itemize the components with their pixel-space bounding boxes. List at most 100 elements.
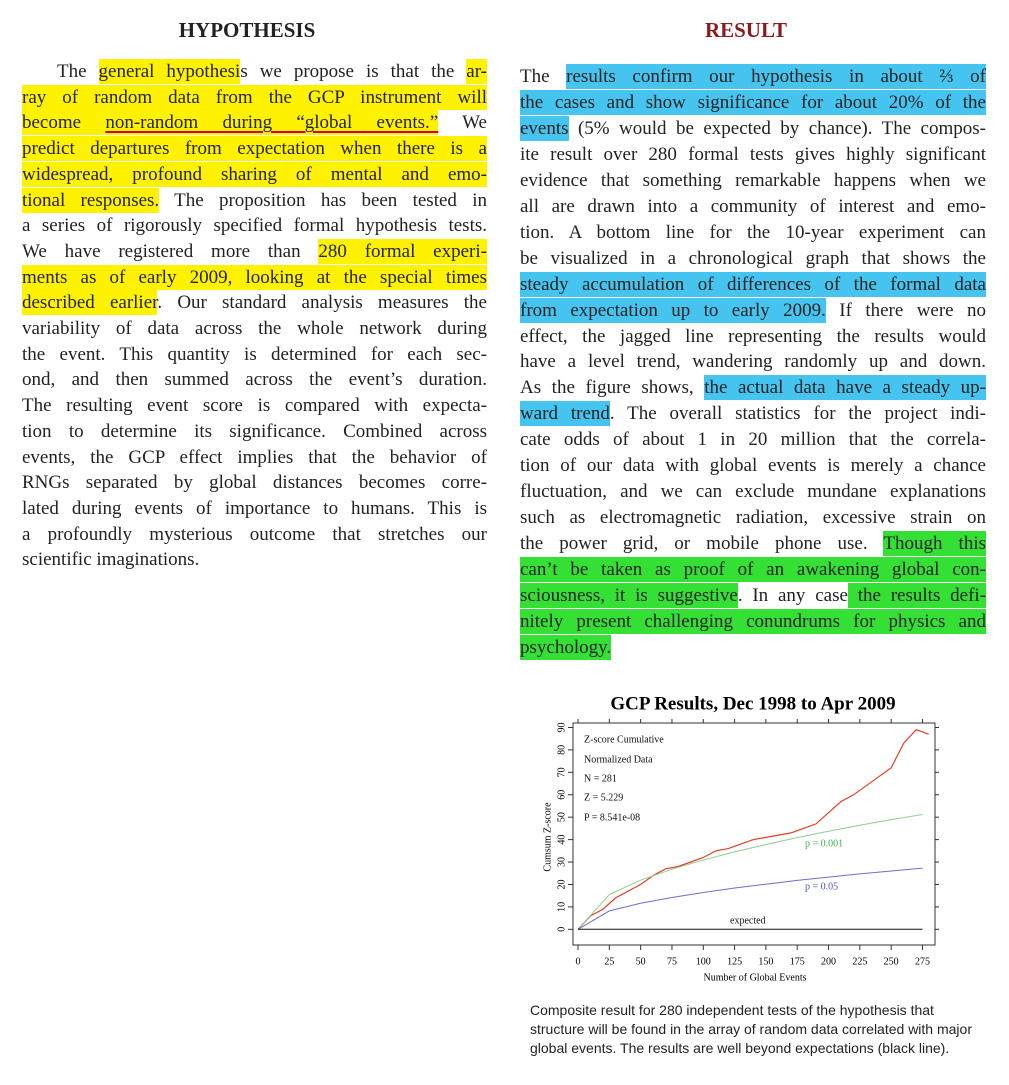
text-line: psychology. xyxy=(520,634,986,660)
text-line: nitely present challenging conundrums fo… xyxy=(520,608,986,634)
left-heading: HYPOTHESIS xyxy=(178,18,316,42)
text-line: evidence that something remarkable happe… xyxy=(520,168,986,193)
text: We have registered more than xyxy=(22,240,319,262)
text-line: a series of rigorously specified formal … xyxy=(22,213,487,238)
text: effect, the jagged line representing the… xyxy=(520,325,986,347)
annotation: N = 281 xyxy=(584,773,617,784)
text-line: can’t be taken as proof of an awakening … xyxy=(520,557,986,583)
text-line: ray of random data from the GCP instrume… xyxy=(22,84,487,110)
text-line: lated during events of importance to hum… xyxy=(22,496,487,521)
text: fluctuation, and we can exclude mundane … xyxy=(520,481,986,503)
y-axis-label: Cumsum Z-score xyxy=(542,802,553,872)
annotation: p = 0.05 xyxy=(805,881,838,892)
text: tion of our data with global events is m… xyxy=(520,455,986,477)
text-line: We have registered more than 280 formal … xyxy=(22,238,487,264)
text: scientific imaginations. xyxy=(22,549,200,571)
text-line: all are drawn into a community of intere… xyxy=(520,194,986,219)
highlighted-text: psychology. xyxy=(520,634,612,660)
x-tick-label: 250 xyxy=(884,956,899,967)
text-line: the cases and show significance for abou… xyxy=(520,89,986,115)
text-line: tion. A bottom line for the 10-year expe… xyxy=(520,220,986,245)
highlighted-text: the cases and show significance for abou… xyxy=(520,89,986,115)
x-tick-label: 200 xyxy=(821,956,836,967)
text-line: widespread, profound sharing of mental a… xyxy=(22,161,487,187)
text-line: events (5% would be expected by chance).… xyxy=(520,115,986,141)
text: . Our standard analysis measures the xyxy=(157,292,487,314)
text-line: events, the GCP effect implies that the … xyxy=(22,445,487,470)
text-line: The resulting event score is compared wi… xyxy=(22,393,487,418)
x-axis-label: Number of Global Events xyxy=(703,972,806,983)
text-line: RNGs separated by global distances becom… xyxy=(22,470,487,495)
text: the power grid, or mobile phone use. xyxy=(520,533,884,555)
highlighted-text: widespread, profound sharing of mental a… xyxy=(22,161,487,187)
text: ond, and then summed across the event’s … xyxy=(22,369,487,391)
text: have a level trend, wandering randomly u… xyxy=(520,351,986,373)
text: tion. A bottom line for the 10-year expe… xyxy=(520,221,986,243)
text: We xyxy=(438,112,487,134)
text: evidence that something remarkable happe… xyxy=(520,169,986,191)
text-line: a profoundly mysterious outcome that str… xyxy=(22,522,487,547)
text-line: become non-random during “global events.… xyxy=(22,110,487,136)
text-line: the power grid, or mobile phone use. Tho… xyxy=(520,531,986,557)
text: a profoundly mysterious outcome that str… xyxy=(22,523,487,545)
text-line: scientific imaginations. xyxy=(22,547,487,572)
highlighted-text: described earlier xyxy=(22,290,158,316)
text-line: steady accumulation of differences of th… xyxy=(520,271,986,297)
text-line: The general hypothesis we propose is tha… xyxy=(57,59,488,84)
highlighted-text: tional responses. xyxy=(22,187,160,213)
plot-frame xyxy=(572,722,936,946)
text-line: tion of our data with global events is m… xyxy=(520,453,986,478)
highlighted-text: predict departures from expectation when… xyxy=(22,136,487,162)
highlighted-text: ray of random data from the GCP instrume… xyxy=(22,84,487,110)
caption-line: Composite result for 280 independent tes… xyxy=(530,1002,934,1018)
data-line xyxy=(577,729,929,930)
chart-title: GCP Results, Dec 1998 to Apr 2009 xyxy=(610,693,895,714)
x-tick-label: 25 xyxy=(604,956,614,967)
text-line: from expectation up to early 2009. If th… xyxy=(520,297,986,323)
y-tick-label: 80 xyxy=(556,745,567,755)
x-tick-label: 75 xyxy=(667,956,677,967)
highlighted-text: the actual data have a steady up- xyxy=(704,375,986,401)
text: be visualized in a chronological graph t… xyxy=(520,247,986,269)
text-line: effect, the jagged line representing the… xyxy=(520,324,986,349)
text-line: such as electromagnetic radiation, exces… xyxy=(520,505,986,530)
caption-line: structure will be found in the array of … xyxy=(530,1021,972,1037)
text-line: ond, and then summed across the event’s … xyxy=(22,367,487,392)
text: . In any case xyxy=(737,585,848,606)
x-tick-label: 225 xyxy=(852,956,867,967)
text: a series of rigorously specified formal … xyxy=(22,215,487,237)
text: . The overall statistics for the project… xyxy=(609,403,986,425)
text-line: predict departures from expectation when… xyxy=(22,136,487,162)
highlighted-text: results confirm our hypothesis in about … xyxy=(566,64,986,89)
text: The resulting event score is compared wi… xyxy=(22,395,487,417)
highlighted-text: nitely present challenging conundrums fo… xyxy=(520,608,986,634)
text-line: tion to determine its significance. Comb… xyxy=(22,419,487,444)
text-line: the event. This quantity is determined f… xyxy=(22,342,487,367)
text: all are drawn into a community of intere… xyxy=(520,195,986,217)
text: The xyxy=(520,66,567,87)
text-line: As the figure shows, the actual data hav… xyxy=(520,375,986,401)
text-line: ments as of early 2009, looking at the s… xyxy=(22,264,487,290)
highlighted-text: ar- xyxy=(466,59,488,84)
y-tick-label: 10 xyxy=(556,902,567,912)
text-line: fluctuation, and we can exclude mundane … xyxy=(520,479,986,504)
highlighted-text: ments as of early 2009, looking at the s… xyxy=(22,264,487,290)
annotation: Z = 5.229 xyxy=(584,792,623,803)
right-heading: RESULT xyxy=(704,18,788,42)
highlighted-text: non-random during “global events.” xyxy=(105,110,439,136)
x-tick-label: 50 xyxy=(636,956,646,967)
x-tick-label: 175 xyxy=(790,956,805,967)
y-tick-label: 40 xyxy=(556,835,567,845)
figure-bg xyxy=(530,677,990,997)
caption-line: global events. The results are well beyo… xyxy=(530,1040,950,1056)
x-tick-label: 150 xyxy=(758,956,773,967)
text: the event. This quantity is determined f… xyxy=(22,343,487,365)
highlighted-text: Though this xyxy=(883,531,986,557)
text-line: described earlier. Our standard analysis… xyxy=(22,290,487,316)
data-line xyxy=(577,867,923,930)
annotation: P = 8.541e-08 xyxy=(584,812,640,823)
annotation: p = 0.001 xyxy=(805,838,843,849)
data-line xyxy=(577,814,923,930)
text: RNGs separated by global distances becom… xyxy=(22,472,487,494)
y-tick-label: 50 xyxy=(556,812,567,822)
